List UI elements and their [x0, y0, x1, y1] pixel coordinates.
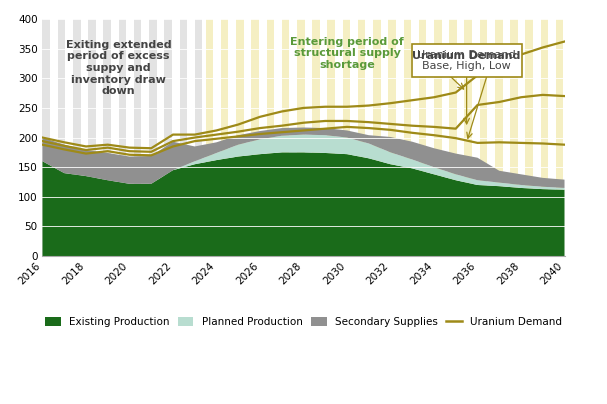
Bar: [464, 19, 472, 256]
Bar: [358, 19, 365, 256]
Bar: [206, 19, 213, 256]
Bar: [388, 19, 396, 256]
Bar: [103, 19, 111, 256]
Bar: [58, 19, 66, 256]
Bar: [180, 19, 187, 256]
Bar: [134, 19, 141, 256]
Text: Uranium Demand
Base, High, Low: Uranium Demand Base, High, Low: [417, 50, 516, 71]
Bar: [164, 19, 172, 256]
Bar: [327, 19, 335, 256]
Bar: [495, 19, 503, 256]
Bar: [118, 19, 126, 256]
Bar: [510, 19, 518, 256]
Bar: [404, 19, 411, 256]
Bar: [449, 19, 457, 256]
Bar: [342, 19, 350, 256]
Text: Uranium Demand: Uranium Demand: [412, 51, 521, 61]
Bar: [480, 19, 487, 256]
Bar: [434, 19, 442, 256]
Bar: [266, 19, 274, 256]
Bar: [419, 19, 426, 256]
Bar: [88, 19, 96, 256]
Bar: [571, 19, 578, 256]
Bar: [221, 19, 228, 256]
Bar: [312, 19, 320, 256]
Legend: Existing Production, Planned Production, Secondary Supplies, Uranium Demand: Existing Production, Planned Production,…: [41, 313, 566, 332]
Bar: [42, 19, 50, 256]
Bar: [195, 19, 202, 256]
Bar: [541, 19, 548, 256]
Text: Exiting extended
period of excess
suppy and
inventory draw
down: Exiting extended period of excess suppy …: [66, 40, 171, 96]
Bar: [73, 19, 81, 256]
Bar: [373, 19, 381, 256]
Bar: [525, 19, 533, 256]
Bar: [297, 19, 305, 256]
Bar: [251, 19, 259, 256]
Text: Entering period of
structural supply
shortage: Entering period of structural supply sho…: [290, 37, 404, 70]
Bar: [149, 19, 157, 256]
Bar: [236, 19, 243, 256]
Bar: [556, 19, 563, 256]
Bar: [282, 19, 290, 256]
